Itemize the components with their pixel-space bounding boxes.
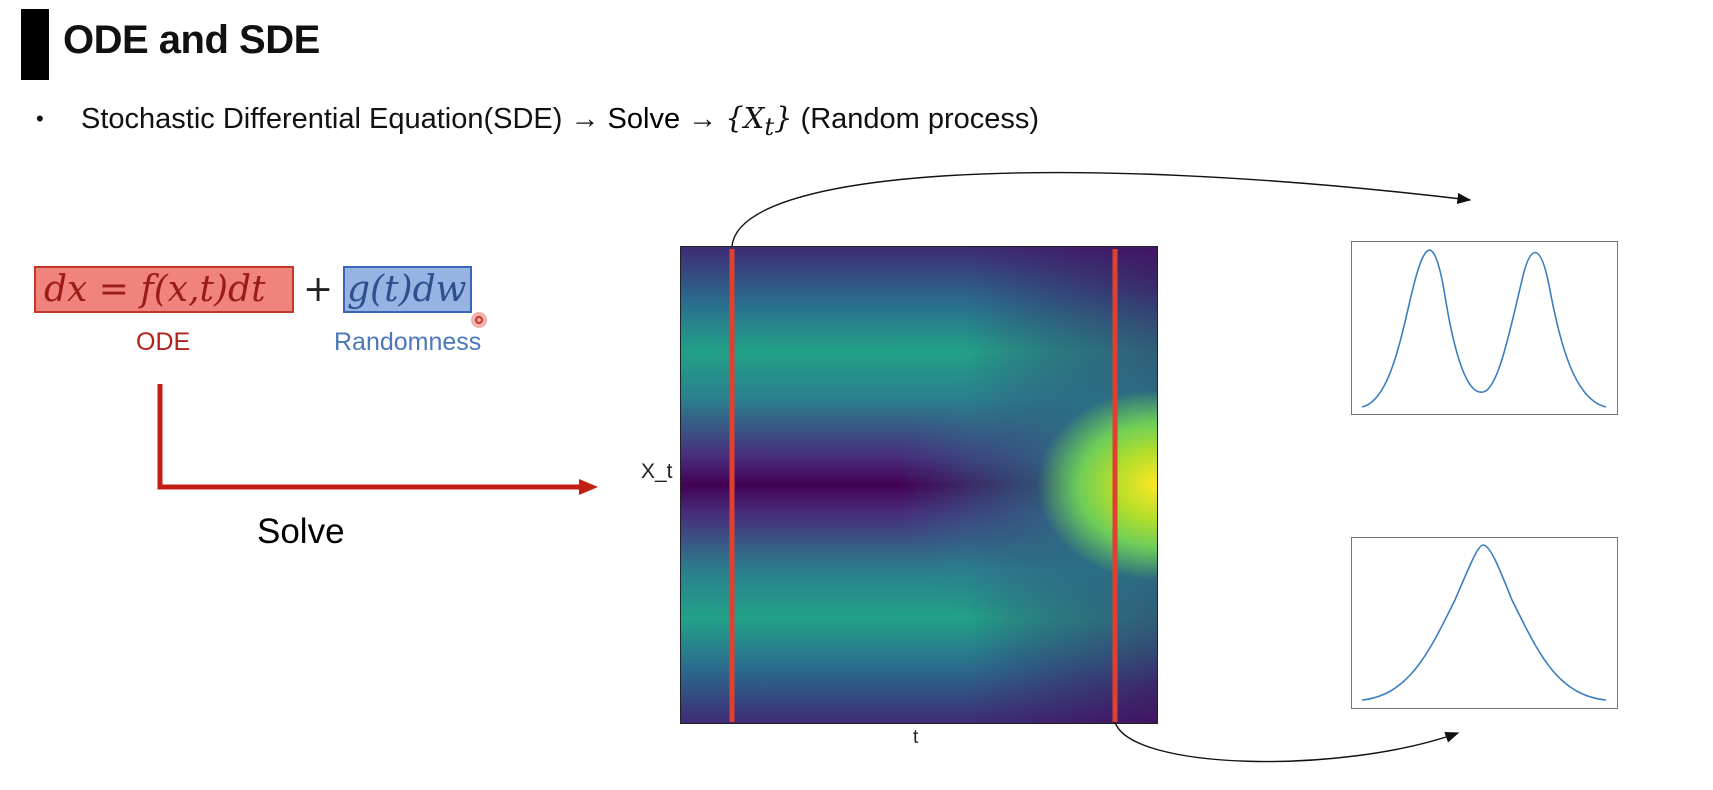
bullet-text-before: Stochastic Differential Equation(SDE) → <box>81 103 608 135</box>
solve-label: Solve <box>257 512 345 551</box>
bullet-text-after: (Random process) <box>792 103 1040 135</box>
bullet-arrow: → <box>680 103 726 135</box>
distribution-panel-bottom <box>1351 537 1618 709</box>
randomness-term-highlight <box>343 266 472 313</box>
ode-term-highlight <box>34 266 294 313</box>
equation-plus: + <box>303 269 334 310</box>
solve-arrow <box>157 384 598 495</box>
process-symbol: {X <box>725 101 765 135</box>
title-accent-bar <box>21 9 49 80</box>
arrow-to-bottom-panel <box>1114 721 1460 763</box>
bullet-text: Stochastic Differential Equation(SDE) → … <box>81 101 1039 141</box>
slide-title: ODE and SDE <box>63 18 320 62</box>
arrow-to-top-panel <box>731 171 1472 247</box>
distribution-panel-top <box>1351 241 1618 415</box>
bullet-marker: • <box>36 106 44 131</box>
heatmap-y-label: X_t <box>641 460 673 483</box>
ode-label: ODE <box>136 328 191 356</box>
bullet-process-math: {Xt} <box>725 101 793 141</box>
randomness-term: g(t)dw <box>347 269 467 310</box>
process-close: } <box>774 101 793 135</box>
bullet-solve: Solve <box>607 103 681 135</box>
bimodal-curve <box>1361 249 1607 408</box>
ode-term: dx = f(x,t)dt <box>44 269 266 310</box>
heatmap-x-label: t <box>913 727 919 748</box>
pointer-cursor-icon <box>471 312 487 328</box>
density-heatmap <box>680 246 1158 724</box>
process-subscript: t <box>764 112 775 141</box>
unimodal-curve <box>1361 544 1607 701</box>
randomness-label: Randomness <box>334 328 482 356</box>
